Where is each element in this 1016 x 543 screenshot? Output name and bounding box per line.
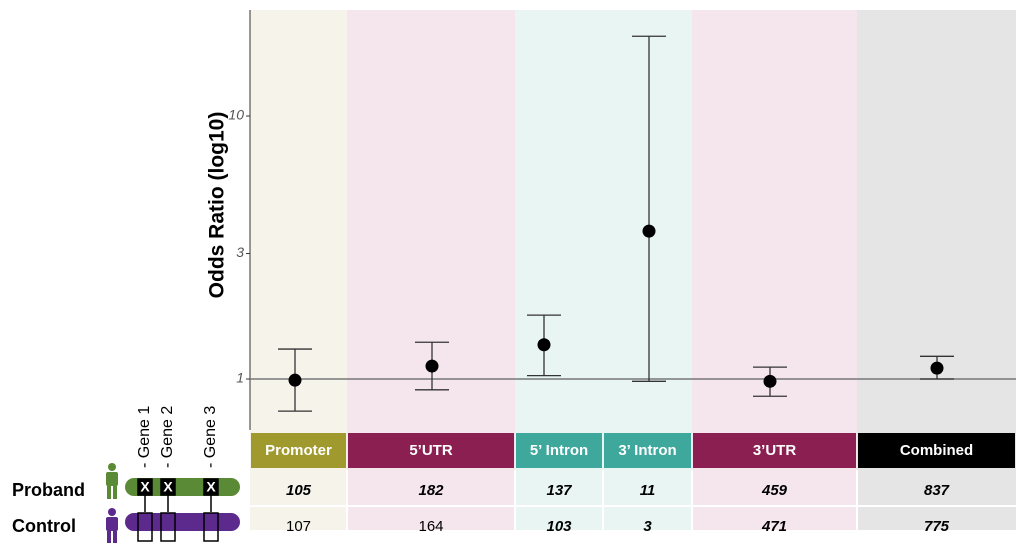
header-cell bbox=[693, 433, 856, 468]
point bbox=[763, 374, 777, 388]
point bbox=[288, 373, 302, 387]
row-label: Control bbox=[12, 516, 76, 536]
table-cell: 137 bbox=[546, 482, 572, 499]
point bbox=[425, 359, 439, 373]
table-cell: 837 bbox=[924, 482, 950, 499]
y-tick-label: 3 bbox=[236, 244, 244, 260]
table-cell: 471 bbox=[761, 518, 787, 535]
table-cell: 3 bbox=[643, 518, 652, 535]
header-cell bbox=[604, 433, 691, 468]
header-cell bbox=[348, 433, 514, 468]
table-cell: 459 bbox=[761, 482, 788, 499]
table-cell: 182 bbox=[418, 482, 444, 499]
svg-text:X: X bbox=[163, 479, 173, 495]
column-header: 5’ Intron bbox=[530, 442, 588, 459]
control-icon bbox=[106, 508, 118, 543]
point bbox=[537, 338, 551, 352]
column-header: 3’UTR bbox=[753, 442, 797, 459]
table-cell: 105 bbox=[286, 482, 312, 499]
gene-label: - Gene 3 bbox=[202, 406, 219, 468]
y-tick-label: 10 bbox=[228, 107, 244, 123]
header-cell bbox=[858, 433, 1015, 468]
column-header: 3’ Intron bbox=[618, 442, 676, 459]
header-cell bbox=[251, 433, 346, 468]
table-cell: 11 bbox=[640, 482, 656, 499]
table-cell: 103 bbox=[546, 518, 572, 535]
row-label: Proband bbox=[12, 480, 85, 500]
control-chromosome bbox=[125, 513, 240, 531]
header-cell bbox=[516, 433, 602, 468]
gene-label: - Gene 1 bbox=[136, 406, 153, 468]
column-header: Combined bbox=[900, 442, 973, 459]
svg-text:X: X bbox=[206, 479, 216, 495]
point bbox=[642, 224, 656, 238]
svg-text:X: X bbox=[140, 479, 150, 495]
y-tick-label: 1 bbox=[236, 370, 244, 386]
point bbox=[930, 361, 944, 375]
table-cell: 164 bbox=[418, 518, 443, 535]
proband-icon bbox=[106, 463, 118, 499]
gene-label: - Gene 2 bbox=[159, 406, 176, 468]
y-axis-title: Odds Ratio (log10) bbox=[206, 112, 229, 299]
column-header: 5’UTR bbox=[409, 442, 453, 459]
table-cell: 107 bbox=[286, 518, 311, 535]
table-cell: 775 bbox=[924, 518, 950, 535]
column-header: Promoter bbox=[265, 442, 332, 459]
